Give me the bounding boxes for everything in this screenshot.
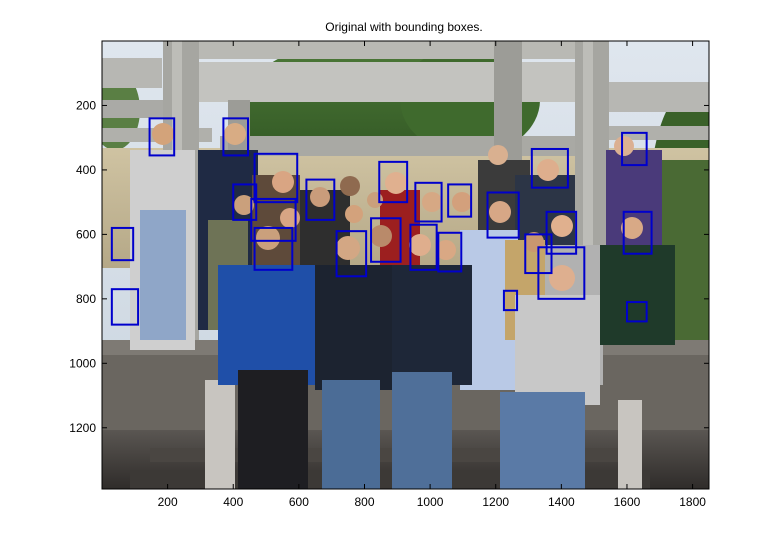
y-axis-ticks: 200 400 600 800 1000 1200	[69, 98, 709, 435]
x-axis-ticks: 200 400 600 800 1000 1200 1400 1600 1800	[158, 41, 706, 509]
group-photo	[102, 41, 709, 489]
face-bounding-box	[437, 231, 463, 273]
face-bounding-box	[414, 181, 443, 223]
y-tick-label: 200	[76, 98, 96, 112]
y-tick-label: 1000	[69, 356, 96, 370]
face-bounding-box	[622, 210, 653, 255]
x-tick-label: 600	[289, 495, 309, 509]
x-tick-label: 800	[354, 495, 374, 509]
x-tick-label: 1400	[548, 495, 575, 509]
x-tick-label: 1000	[417, 495, 444, 509]
face-bounding-box	[530, 147, 569, 189]
y-tick-label: 600	[76, 227, 96, 241]
face-bounding-box	[110, 288, 140, 326]
x-tick-label: 200	[158, 495, 178, 509]
face-bounding-box	[378, 160, 409, 204]
face-bounding-box	[621, 131, 648, 167]
face-bounding-box	[545, 210, 578, 255]
y-tick-label: 1200	[69, 421, 96, 435]
y-tick-label: 800	[76, 292, 96, 306]
face-bounding-box	[537, 246, 586, 300]
face-bounding-box	[502, 289, 519, 312]
face-bounding-box	[253, 226, 294, 271]
face-bounding-box	[486, 191, 520, 239]
face-bounding-box	[370, 217, 402, 263]
y-tick-label: 400	[76, 163, 96, 177]
bounding-boxes	[110, 117, 653, 326]
figure-title: Original with bounding boxes.	[325, 20, 482, 34]
face-bounding-box	[447, 183, 473, 218]
x-tick-label: 400	[223, 495, 243, 509]
face-bounding-box	[625, 301, 648, 323]
face-bounding-box	[409, 223, 438, 271]
axes-frame	[101, 40, 710, 490]
x-tick-label: 1800	[679, 495, 706, 509]
face-bounding-box	[335, 230, 368, 278]
face-bounding-box	[253, 152, 299, 204]
face-bounding-box	[148, 117, 176, 157]
face-bounding-box	[232, 183, 258, 221]
face-bounding-box	[305, 178, 336, 221]
x-tick-label: 1600	[614, 495, 641, 509]
face-bounding-box	[110, 226, 135, 262]
x-tick-label: 1200	[482, 495, 509, 509]
face-bounding-box	[222, 117, 250, 157]
face-bounding-box	[250, 197, 297, 242]
